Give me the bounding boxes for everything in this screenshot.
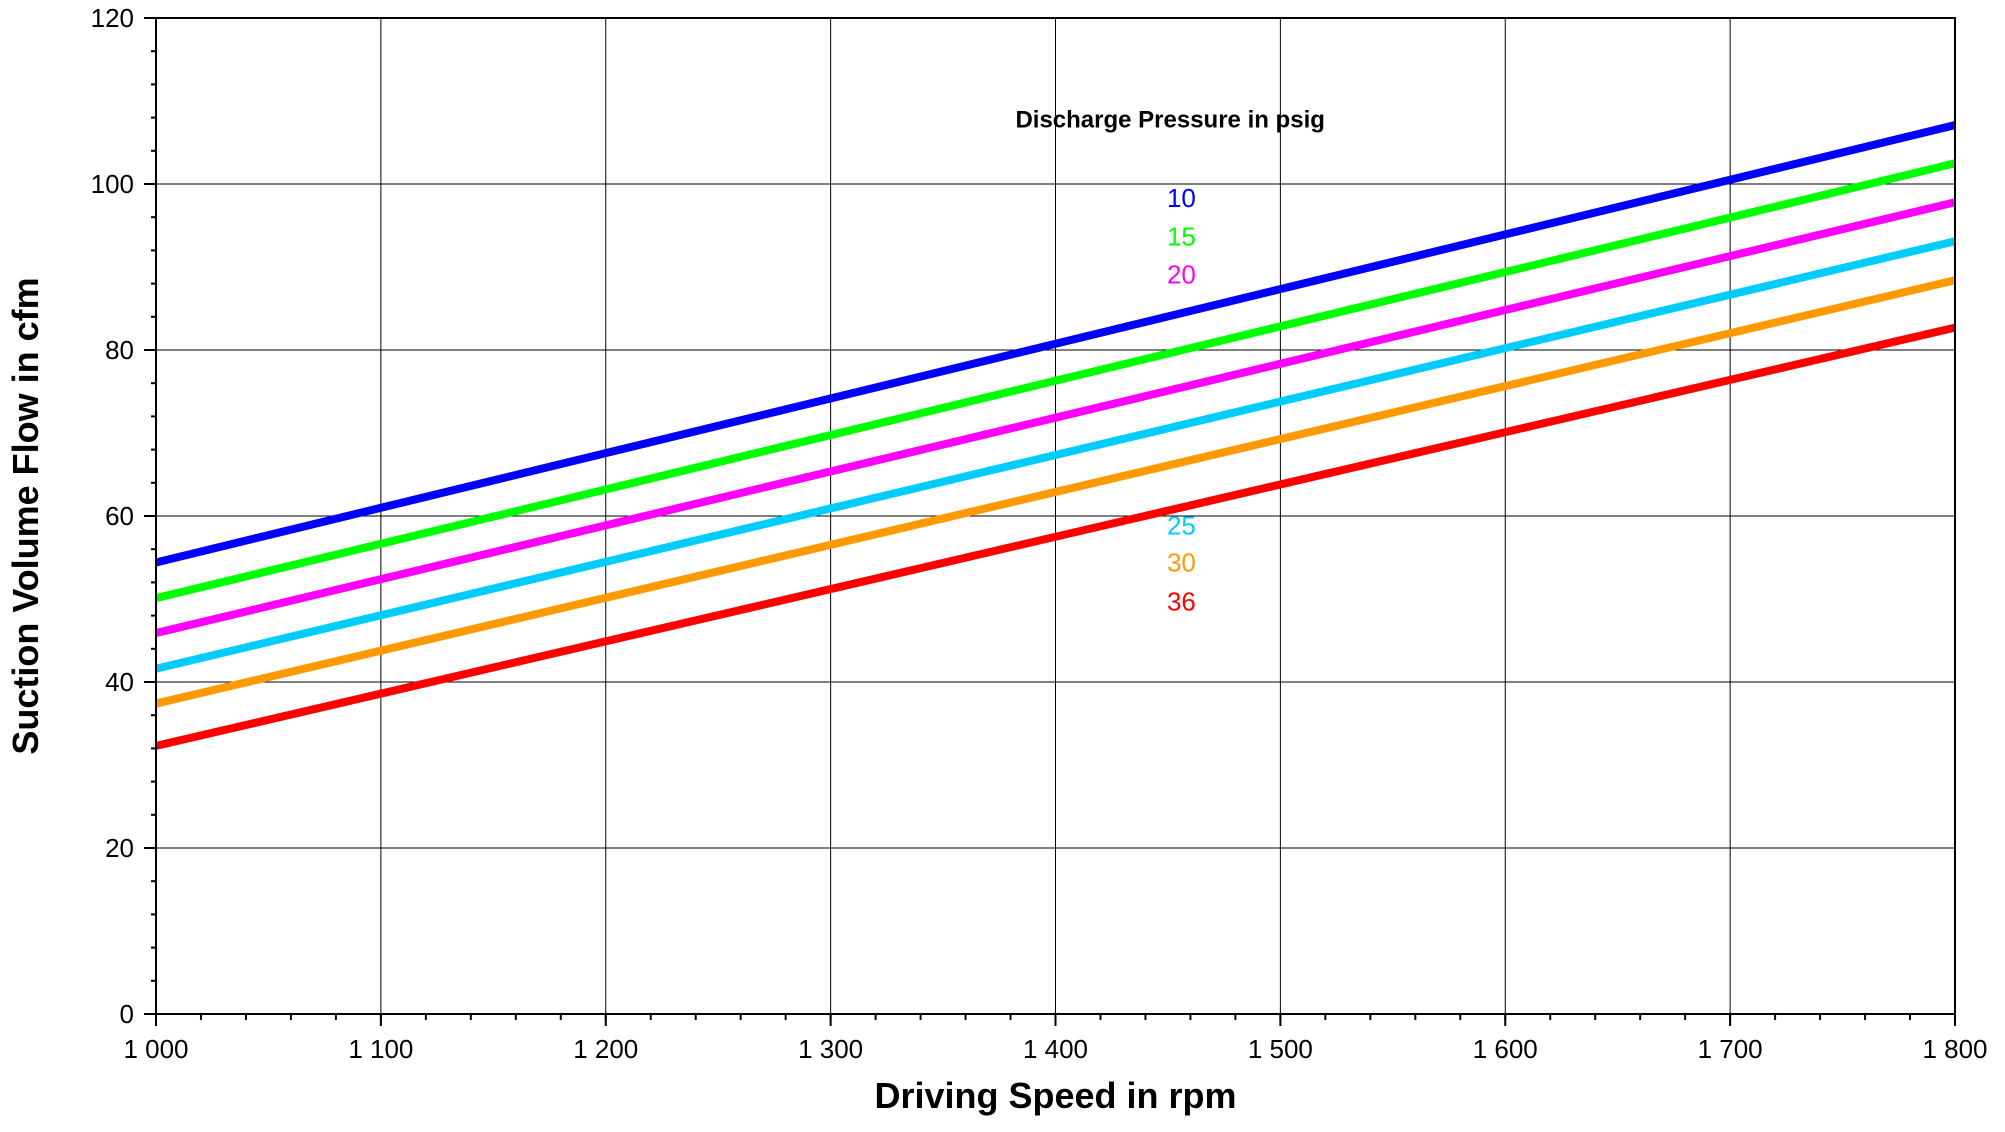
legend-title: Discharge Pressure in psig [1015, 107, 1324, 134]
y-tick-label: 120 [91, 3, 134, 33]
y-tick-label: 0 [120, 999, 134, 1029]
x-axis-title: Driving Speed in rpm [874, 1075, 1236, 1116]
y-tick-label: 20 [105, 833, 134, 863]
x-tick-label: 1 400 [1023, 1034, 1088, 1064]
y-axis-title: Suction Volume Flow in cfm [5, 277, 46, 754]
series-line-20 [155, 198, 1956, 637]
x-tick-label: 1 600 [1473, 1034, 1538, 1064]
series-label-20: 20 [1167, 260, 1196, 290]
series-label-36: 36 [1167, 587, 1196, 617]
series-lines [155, 121, 1956, 750]
series-labels: 10 15 20 25 30 36 [1167, 183, 1196, 616]
gridlines [156, 18, 1955, 1014]
series-label-25: 25 [1167, 510, 1196, 540]
x-tick-label: 1 700 [1698, 1034, 1763, 1064]
series-label-15: 15 [1167, 221, 1196, 251]
series-label-30: 30 [1167, 548, 1196, 578]
x-tick-label: 1 000 [123, 1034, 188, 1064]
y-tick-label: 40 [105, 667, 134, 697]
series-line-25 [155, 237, 1956, 673]
axes: 1 000 1 100 1 200 1 300 1 400 1 500 1 600 1 700… [91, 3, 1988, 1064]
x-tick-label: 1 200 [573, 1034, 638, 1064]
series-label-10: 10 [1167, 183, 1196, 213]
x-tick-label: 1 800 [1922, 1034, 1987, 1064]
series-line-30 [155, 276, 1956, 708]
series-line-10 [155, 121, 1956, 567]
y-tick-label: 80 [105, 335, 134, 365]
series-line-15 [155, 159, 1956, 603]
x-tick-label: 1 100 [348, 1034, 413, 1064]
x-tick-label: 1 300 [798, 1034, 863, 1064]
y-tick-label: 100 [91, 169, 134, 199]
x-tick-label: 1 500 [1248, 1034, 1313, 1064]
y-tick-label: 60 [105, 501, 134, 531]
series-line-36 [155, 323, 1956, 750]
